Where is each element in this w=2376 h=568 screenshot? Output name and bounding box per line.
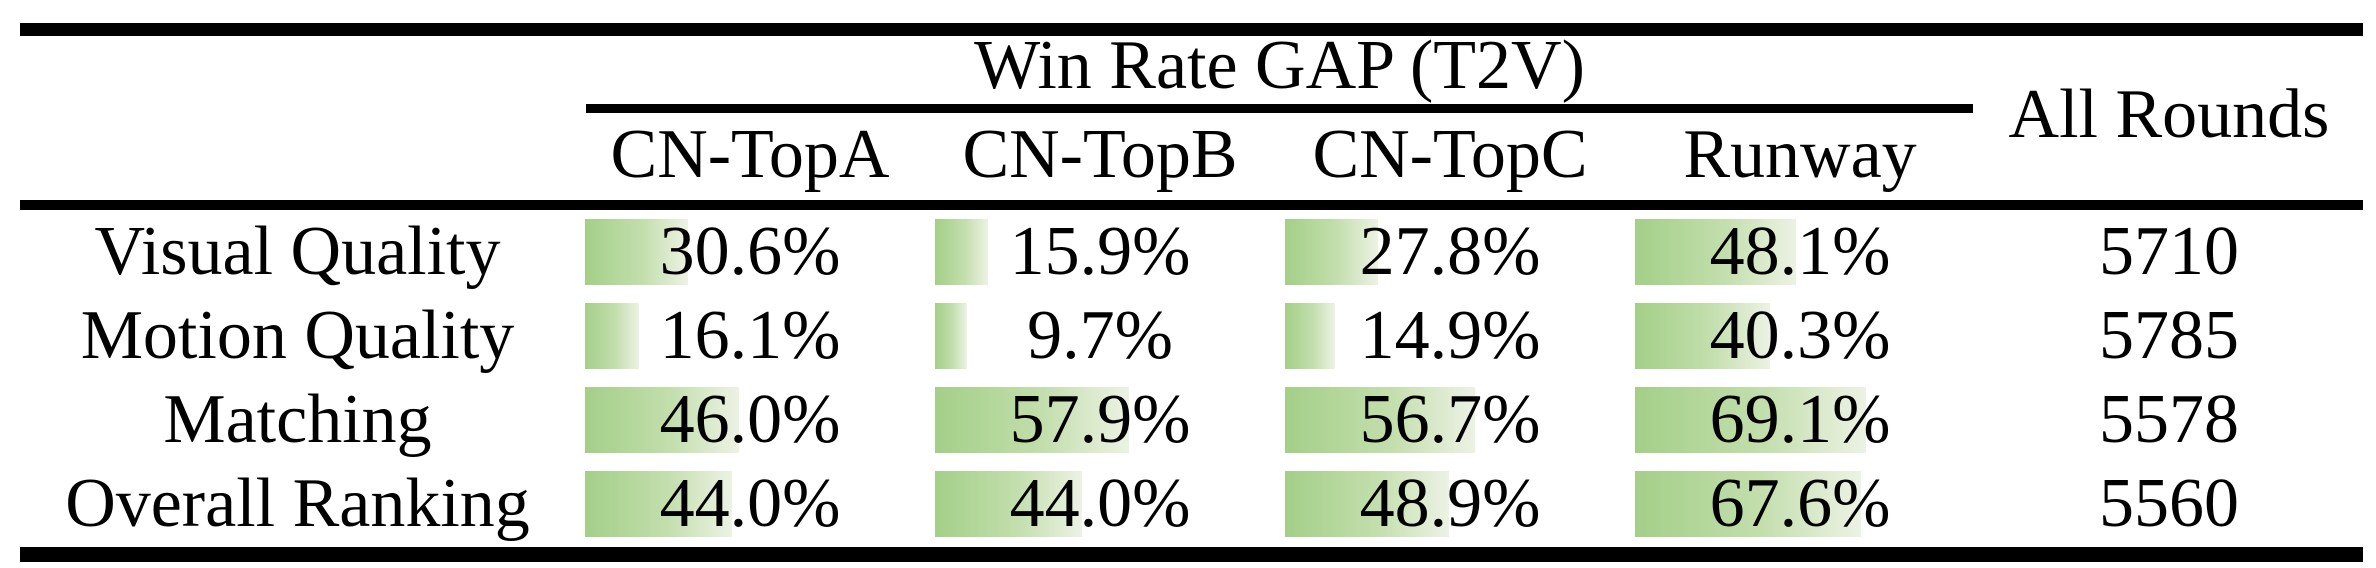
win-rate-cell: 44.0% [925,462,1275,546]
win-rate-bar [935,303,967,369]
column-header-cn-topc: CN-TopC [1312,116,1588,193]
table-bottom-rule [20,547,2363,562]
win-rate-bar [585,303,639,369]
table-title: Win Rate GAP (T2V) [974,27,1585,104]
win-rate-value: 48.9% [1359,465,1541,542]
table-row: Motion Quality 16.1% 9.7% 14.9% 40.3% 57… [20,294,2363,378]
win-rate-cell: 48.1% [1625,210,1975,294]
table-body: Visual Quality 30.6% 15.9% 27.8% 48.1% 5… [20,210,2363,546]
win-rate-bar [1285,219,1378,285]
win-rate-value: 69.1% [1709,381,1891,458]
table-row: Overall Ranking 44.0% 44.0% 48.9% 67.6% … [20,462,2363,546]
win-rate-value: 48.1% [1709,213,1891,290]
win-rate-cell: 27.8% [1275,210,1625,294]
win-rate-bar [585,471,732,537]
column-header-cn-topa: CN-TopA [610,116,890,193]
win-rate-bar [935,387,1129,453]
all-rounds-value: 5560 [2099,465,2239,542]
win-rate-bar [1635,471,1861,537]
row-label: Overall Ranking [65,465,530,542]
win-rate-value: 67.6% [1709,465,1891,542]
win-rate-cell: 44.0% [575,462,925,546]
row-label: Motion Quality [80,297,515,374]
win-rate-cell: 56.7% [1275,378,1625,462]
win-rate-value: 44.0% [659,465,841,542]
win-rate-value: 30.6% [659,213,841,290]
all-rounds-value: 5785 [2099,297,2239,374]
win-rate-cell: 57.9% [925,378,1275,462]
win-rate-bar [935,219,988,285]
win-rate-value: 46.0% [659,381,841,458]
win-rate-cell: 9.7% [925,294,1275,378]
win-rate-bar [1285,471,1449,537]
win-rate-bar [585,387,739,453]
win-rate-cell: 69.1% [1625,378,1975,462]
column-header-spacer [1975,113,2363,197]
win-rate-cell: 48.9% [1275,462,1625,546]
win-rate-bar [1285,387,1475,453]
win-rate-cell: 40.3% [1625,294,1975,378]
row-label: Visual Quality [94,213,501,290]
win-rate-bar [1635,219,1796,285]
win-rate-cell: 16.1% [575,294,925,378]
column-header-empty [20,113,575,197]
win-rate-value: 16.1% [659,297,841,374]
table-row: Visual Quality 30.6% 15.9% 27.8% 48.1% 5… [20,210,2363,294]
row-label: Matching [163,381,432,458]
win-rate-cell: 46.0% [575,378,925,462]
win-rate-value: 56.7% [1359,381,1541,458]
header-body-divider-rule [20,200,2363,210]
win-rate-bar [935,471,1082,537]
column-header-row: CN-TopA CN-TopB CN-TopC Runway [20,113,2363,197]
win-rate-value: 9.7% [1027,297,1173,374]
column-header-cn-topb: CN-TopB [962,116,1238,193]
win-rate-value: 14.9% [1359,297,1541,374]
win-rate-value: 57.9% [1009,381,1191,458]
win-rate-bar [1635,303,1770,369]
table-top-rule [20,23,2363,36]
win-rate-value: 44.0% [1009,465,1191,542]
win-rate-value: 15.9% [1009,213,1191,290]
win-rate-cell: 14.9% [1275,294,1625,378]
win-rate-value: 40.3% [1709,297,1891,374]
win-rate-cell: 15.9% [925,210,1275,294]
all-rounds-value: 5578 [2099,381,2239,458]
win-rate-bar [1635,387,1866,453]
all-rounds-value: 5710 [2099,213,2239,290]
win-rate-value: 27.8% [1359,213,1541,290]
table-row: Matching 46.0% 57.9% 56.7% 69.1% 5578 [20,378,2363,462]
win-rate-bar [1285,303,1335,369]
win-rate-cell: 67.6% [1625,462,1975,546]
win-rate-bar [585,219,688,285]
column-header-all-rounds: All Rounds [2008,76,2330,153]
win-rate-cell: 30.6% [575,210,925,294]
column-header-runway: Runway [1683,116,1917,193]
header-group-divider-rule [586,104,1973,113]
